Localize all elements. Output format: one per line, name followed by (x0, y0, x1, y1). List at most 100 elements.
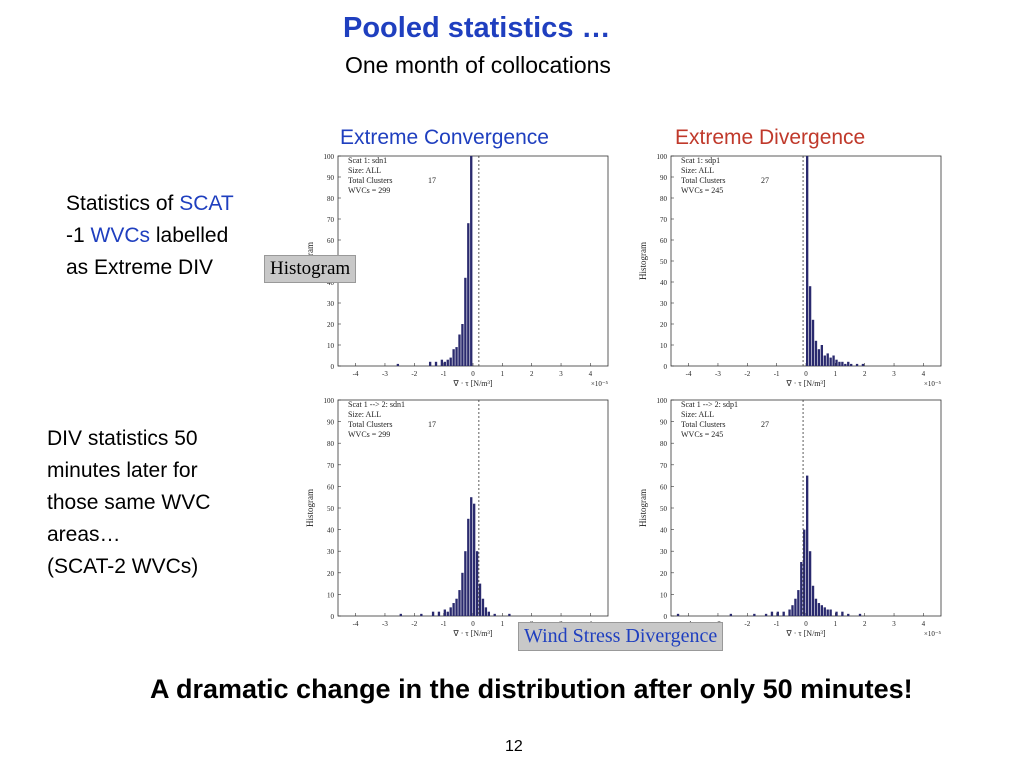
histogram-bottom-right: 0102030405060708090100-4-3-2-101234Scat … (638, 397, 942, 638)
histogram-bar (829, 609, 832, 616)
y-tick-label: 40 (327, 527, 335, 535)
y-tick-label: 30 (660, 300, 668, 308)
histogram-bar (464, 277, 467, 366)
y-tick-label: 90 (327, 419, 335, 427)
x-tick-label: 3 (559, 370, 563, 378)
x-tick-label: 2 (530, 370, 534, 378)
legend-line: Total Clusters (681, 176, 726, 185)
y-tick-label: 80 (327, 195, 335, 203)
y-axis-label: Histogram (638, 242, 648, 280)
legend-line: WVCs = 299 (348, 186, 390, 195)
histogram-bar (446, 359, 449, 366)
x-exponent-label: ×10⁻⁵ (591, 380, 609, 388)
histogram-bar (470, 156, 473, 366)
wind-stress-divergence-callout: Wind Stress Divergence (518, 622, 724, 651)
histogram-bar (823, 607, 826, 616)
x-tick-label: -2 (744, 620, 750, 628)
histogram-bar (452, 349, 455, 366)
x-tick-label: -2 (744, 370, 750, 378)
y-tick-label: 100 (657, 153, 668, 161)
histogram-bar (484, 607, 488, 616)
histogram-bar (455, 347, 458, 366)
histogram-bar (823, 355, 826, 366)
legend-value: 17 (428, 420, 436, 429)
x-tick-label: 4 (589, 370, 593, 378)
x-tick-label: 3 (892, 370, 896, 378)
y-tick-label: 10 (327, 342, 335, 350)
scat2-line-3: those same WVC (47, 491, 211, 514)
x-exponent-label: ×10⁻⁵ (924, 630, 942, 638)
histogram-bar (464, 551, 467, 616)
histogram-bar (808, 286, 812, 366)
histogram-bottom-left: 0102030405060708090100-4-3-2-101234Scat … (305, 397, 609, 638)
histogram-bar (788, 609, 791, 616)
legend-line: WVCs = 245 (681, 430, 723, 439)
x-tick-label: 0 (471, 620, 475, 628)
x-axis-label: ∇ · τ [N/m³] (785, 379, 826, 388)
x-tick-label: 0 (471, 370, 475, 378)
legend-value: 17 (428, 176, 436, 185)
x-tick-label: -1 (441, 620, 447, 628)
scat1-text-b: SCAT (179, 192, 234, 215)
histogram-top-right: 0 10 20 30 40 50 60 70 80 90 100 -4 -3 -2 -1 0 1 2 3 4 Scat … (638, 153, 942, 388)
y-tick-label: 90 (660, 174, 668, 182)
slide-subtitle: One month of collocations (345, 52, 611, 78)
y-tick-label: 100 (324, 397, 335, 405)
x-tick-label: -1 (774, 620, 780, 628)
x-tick-label: 0 (804, 620, 808, 628)
y-tick-label: 30 (327, 300, 335, 308)
legend-line: Total Clusters (348, 176, 393, 185)
histogram-bar (770, 611, 774, 616)
x-tick-label: -1 (774, 370, 780, 378)
histogram-bar (434, 361, 438, 366)
histogram-bar (803, 529, 806, 616)
x-tick-label: -3 (382, 370, 388, 378)
legend-line: Total Clusters (348, 420, 393, 429)
y-tick-label: 40 (660, 527, 668, 535)
scat2-description: DIV statistics 50 minutes later for thos… (47, 423, 210, 583)
y-tick-label: 60 (327, 483, 335, 491)
scat2-line-1: DIV statistics 50 (47, 427, 198, 450)
histogram-bar (449, 357, 452, 366)
legend-line: Size: ALL (681, 166, 714, 175)
legend-line: Scat 1: sdn1 (348, 156, 387, 165)
y-tick-label: 100 (657, 397, 668, 405)
histogram-bar (461, 572, 464, 616)
histogram-bar (811, 585, 815, 616)
x-tick-label: -3 (715, 370, 721, 378)
scat1-text-f: as Extreme DIV (66, 256, 214, 279)
y-tick-label: 70 (327, 462, 335, 470)
y-tick-label: 20 (660, 321, 668, 329)
histogram-bar (829, 357, 832, 366)
histogram-bar (396, 363, 400, 366)
histogram-bar (806, 475, 809, 616)
y-axis-label: Histogram (638, 489, 648, 527)
scat2-line-5: (SCAT-2 WVCs) (47, 555, 199, 578)
y-tick-label: 0 (664, 613, 668, 621)
histogram-bar (820, 345, 824, 366)
y-tick-label: 0 (331, 613, 335, 621)
x-tick-label: -4 (686, 370, 692, 378)
x-tick-label: 2 (863, 370, 867, 378)
legend-line: Size: ALL (348, 410, 381, 419)
histogram-bar (861, 363, 865, 366)
histogram-bar (838, 361, 841, 366)
scat2-line-2: minutes later for (47, 459, 198, 482)
y-tick-label: 70 (660, 216, 668, 224)
histogram-bar (850, 363, 853, 366)
histogram-bar (806, 156, 809, 366)
histogram-bar (847, 613, 850, 616)
scat1-text-a: Statistics of (66, 192, 180, 215)
conclusion-text: A dramatic change in the distribution af… (150, 674, 913, 704)
y-tick-label: 90 (327, 174, 335, 182)
y-tick-label: 80 (327, 440, 335, 448)
histogram-bar (808, 551, 812, 616)
histogram-bar (841, 361, 844, 366)
legend-value: 27 (761, 176, 769, 185)
histogram-bar (446, 611, 449, 616)
y-axis-label: Histogram (305, 489, 315, 527)
y-tick-label: 20 (327, 321, 335, 329)
histogram-bar (847, 361, 850, 366)
histogram-bar (814, 598, 818, 616)
histogram-bar (800, 562, 803, 616)
